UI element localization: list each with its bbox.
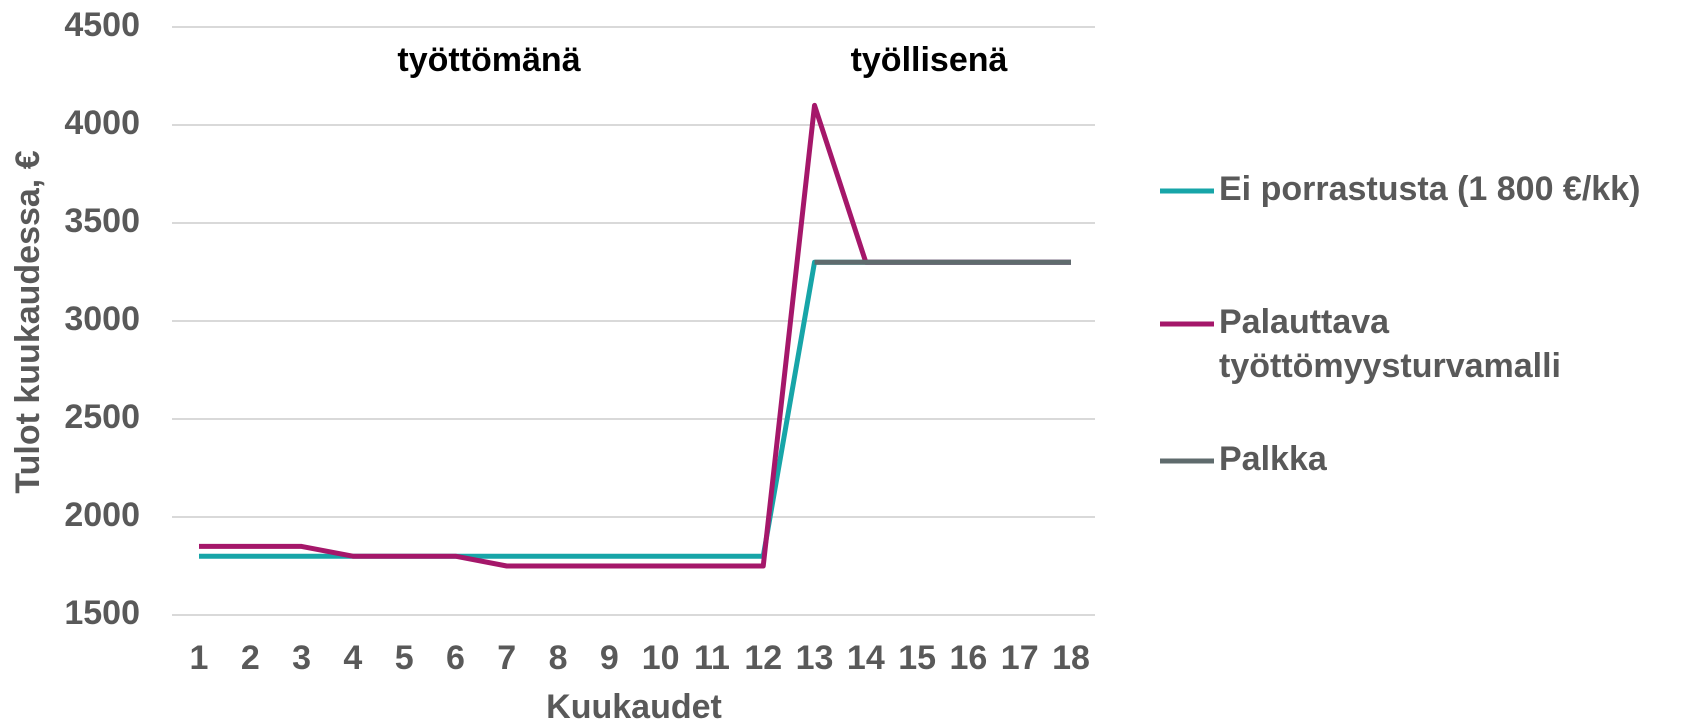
x-tick-label: 6 (446, 639, 465, 677)
x-tick-label: 4 (343, 639, 362, 677)
x-tick-label: 3 (292, 639, 311, 677)
y-tick-label: 3000 (64, 300, 140, 338)
x-tick-label: 12 (744, 639, 782, 677)
annotation: työttömänä (397, 41, 580, 79)
y-tick-label: 1500 (64, 594, 140, 632)
x-tick-label: 5 (395, 639, 414, 677)
legend-label: Palauttava työttömyysturvamalli (1219, 303, 1561, 385)
y-tick-label: 2000 (64, 496, 140, 534)
annotation: työllisenä (851, 41, 1008, 79)
y-tick-label: 2500 (64, 398, 140, 436)
x-tick-label: 1 (190, 639, 209, 677)
legend-label: Ei porrastusta (1 800 €/kk) (1219, 170, 1640, 208)
x-tick-label: 10 (642, 639, 680, 677)
x-tick-label: 17 (1001, 639, 1039, 677)
line (199, 102, 1071, 569)
x-tick-label: 14 (847, 639, 885, 677)
legend-label: Palkka (1219, 440, 1328, 478)
x-tick-label: 11 (694, 639, 730, 677)
y-tick-label: 4000 (64, 104, 140, 142)
y-tick-label: 4500 (64, 6, 140, 44)
x-tick-label: 8 (549, 639, 568, 677)
y-tick-label: 3500 (64, 202, 140, 240)
y-axis-label: Tulot kuukaudessa, € (9, 150, 47, 493)
x-axis-label: Kuukaudet (546, 688, 722, 726)
x-tick-label: 13 (796, 639, 834, 677)
line (199, 259, 1071, 559)
x-tick-label: 7 (497, 639, 516, 677)
x-tick-label: 16 (949, 639, 987, 677)
x-tick-label: 2 (241, 639, 260, 677)
x-tick-label: 15 (898, 639, 936, 677)
x-tick-label: 18 (1052, 639, 1090, 677)
x-tick-label: 9 (600, 639, 619, 677)
